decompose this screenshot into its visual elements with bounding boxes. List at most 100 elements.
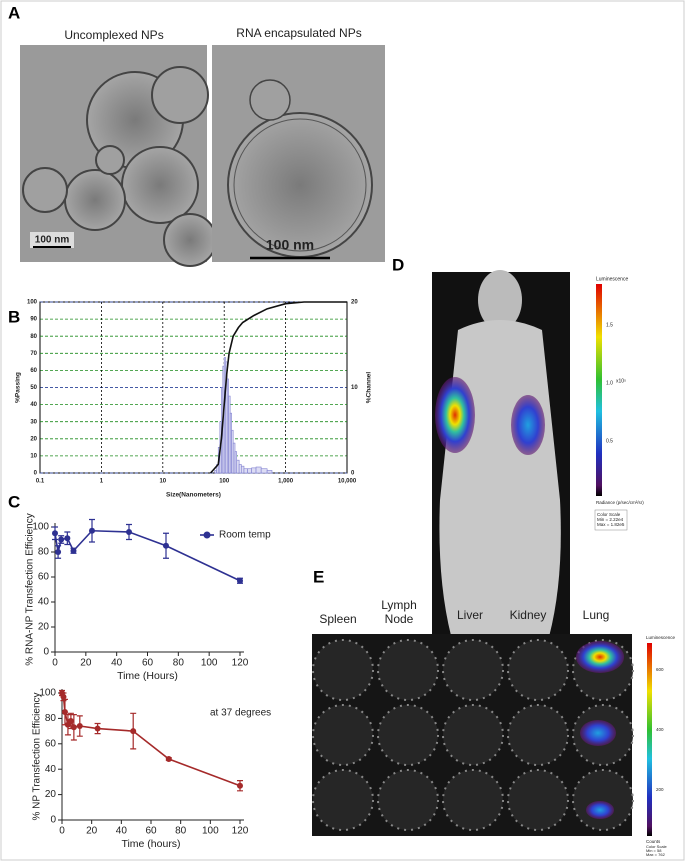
colorbar — [596, 284, 602, 496]
colorbar-tick: 200 — [656, 787, 664, 792]
y-tick-label: 80 — [45, 713, 57, 724]
x-tick-label: 1 — [100, 479, 104, 485]
colorbar-tick: 600 — [656, 667, 664, 672]
y-tick-label: 60 — [30, 368, 37, 374]
y-tick-label: 70 — [30, 351, 37, 357]
y2-tick-label: 10 — [351, 385, 358, 391]
y2-tick-label: 20 — [351, 300, 358, 306]
x-tick-label: 20 — [86, 826, 98, 837]
legend-marker — [203, 531, 211, 539]
caption: RNA encapsulated NPs — [236, 26, 361, 40]
y-tick-label: 0 — [34, 471, 38, 477]
y-tick-label: 40 — [45, 764, 57, 775]
y-tick-label: 0 — [50, 815, 56, 826]
x-tick-label: 10,000 — [338, 479, 357, 485]
tem-image — [212, 45, 385, 262]
y-tick-label: 80 — [30, 334, 37, 340]
histogram-bar — [247, 468, 252, 474]
caption: Uncomplexed NPs — [64, 28, 163, 42]
x-tick-label: 120 — [232, 826, 249, 837]
colorbar-tick: 0.5 — [606, 438, 613, 444]
organ-label: Lymph Node — [381, 598, 417, 626]
y-tick-label: 30 — [30, 419, 37, 425]
panel-label: C — [8, 492, 20, 511]
y-tick-label: 80 — [38, 547, 50, 558]
colorbar-title: Luminescence — [596, 276, 628, 282]
marker — [52, 530, 58, 537]
colorbar-tick: 1.0 — [606, 380, 613, 386]
marker — [58, 536, 65, 543]
x-tick-label: 100 — [201, 658, 218, 669]
colorbar-unit: Radiance (p/sec/cm²/sr) — [596, 500, 644, 505]
series-line — [54, 529, 241, 582]
x-tick-label: 80 — [173, 658, 185, 669]
marker — [94, 725, 101, 732]
x-tick-label: 20 — [80, 658, 92, 669]
y-tick-label: 20 — [45, 789, 57, 800]
y2-tick-label: 0 — [351, 471, 355, 477]
panel-label: A — [8, 3, 20, 22]
x-tick-label: 60 — [142, 658, 154, 669]
y-tick-label: 10 — [30, 453, 37, 459]
colorbar-title: Luminescence — [646, 635, 676, 640]
x-tick-label: 0 — [59, 826, 65, 837]
histogram-bar — [243, 468, 248, 474]
scale-box — [594, 509, 628, 531]
x-tick-label: 100 — [219, 479, 230, 485]
marker — [89, 527, 95, 534]
marker — [70, 724, 77, 731]
marker — [67, 717, 74, 724]
histogram-bar — [238, 464, 242, 474]
cumulative-line — [209, 301, 347, 474]
tem-image — [20, 45, 217, 267]
x-tick-label: 40 — [116, 826, 128, 837]
x-tick-label: 10 — [159, 479, 166, 485]
marker — [70, 547, 77, 554]
scale-bar: 100 nm — [35, 235, 70, 246]
colorbar-unit: Counts — [646, 839, 661, 844]
organ-label: Kidney — [509, 608, 547, 622]
x-axis-label: Time (Hours) — [117, 670, 178, 682]
y-tick-label: 60 — [38, 572, 50, 583]
panel-label: D — [392, 255, 404, 274]
y-tick-label: 50 — [30, 385, 37, 391]
marker — [165, 756, 172, 763]
histogram-bar — [266, 470, 273, 474]
y-tick-label: 0 — [43, 647, 49, 658]
colorbar-tick: 1.5 — [606, 322, 613, 328]
legend-label: Room temp — [219, 530, 271, 541]
x-tick-label: 0 — [52, 658, 58, 669]
colorbar — [647, 643, 652, 836]
mouse-image — [432, 270, 570, 665]
scale-bar: 100 nm — [266, 237, 314, 253]
y-tick-label: 20 — [30, 436, 37, 442]
organ-label: Spleen — [319, 612, 357, 626]
colorbar-tick: 400 — [656, 727, 664, 732]
x-tick-label: 100 — [202, 826, 219, 837]
y-tick-label: 20 — [38, 622, 50, 633]
histogram-bar — [255, 466, 262, 474]
y-tick-label: 100 — [39, 688, 56, 699]
x-tick-label: 120 — [232, 658, 249, 669]
y-axis-label: %Passing — [15, 372, 22, 403]
scale-note: Color Scale — [597, 512, 621, 517]
x-tick-label: 60 — [145, 826, 157, 837]
histogram-bar — [241, 465, 245, 474]
x-tick-label: 1,000 — [278, 479, 294, 485]
x-tick-label: 80 — [175, 826, 187, 837]
marker — [237, 577, 243, 584]
histogram-bar — [260, 468, 268, 474]
organ-label: Lung — [582, 608, 610, 622]
y-tick-label: 40 — [38, 597, 50, 608]
marker — [237, 782, 243, 789]
y-tick-label: 40 — [30, 402, 37, 408]
y-tick-label: 100 — [27, 300, 38, 306]
scale-note: Max = 762 — [646, 852, 666, 857]
annotation: at 37 degrees — [210, 708, 271, 719]
x-axis-label: Time (hours) — [121, 838, 180, 850]
marker — [163, 542, 169, 549]
y-tick-label: 100 — [32, 522, 49, 533]
panel-label: B — [8, 307, 20, 326]
